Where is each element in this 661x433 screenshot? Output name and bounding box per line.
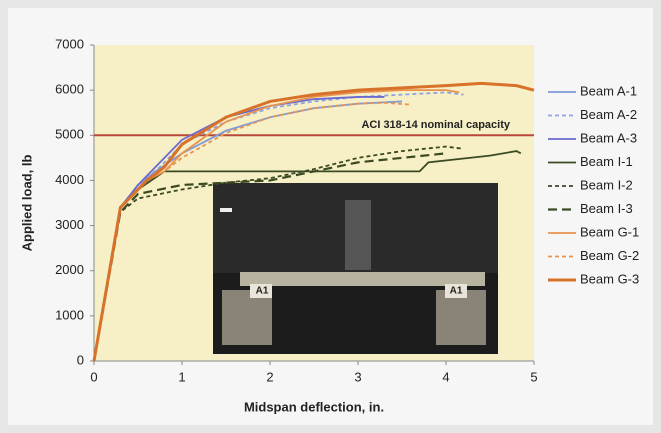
x-axis-label: Midspan deflection, in.	[244, 399, 384, 414]
y-axis-label: Applied load, lb	[19, 155, 34, 252]
photo-label: A1	[450, 286, 463, 297]
y-tick-label: 1000	[55, 307, 84, 322]
inset-photo	[213, 183, 498, 354]
legend-label: Beam A-3	[580, 130, 637, 145]
y-tick-label: 7000	[55, 36, 84, 51]
chart: Midspan deflection, in. Applied load, lb…	[0, 0, 661, 433]
x-tick-label: 1	[178, 369, 185, 384]
legend-label: Beam G-2	[580, 248, 639, 263]
x-tick-label: 0	[90, 369, 97, 384]
photo-label: A1	[256, 286, 269, 297]
y-tick-label: 0	[77, 352, 84, 367]
y-tick-label: 2000	[55, 262, 84, 277]
legend-label: Beam G-1	[580, 224, 639, 239]
x-tick-label: 3	[354, 369, 361, 384]
x-tick-label: 5	[530, 369, 537, 384]
legend-label: Beam I-1	[580, 154, 633, 169]
legend-label: Beam I-2	[580, 177, 633, 192]
legend-label: Beam G-3	[580, 271, 639, 286]
legend-label: Beam A-2	[580, 107, 637, 122]
legend-label: Beam I-3	[580, 201, 633, 216]
y-tick-label: 5000	[55, 127, 84, 142]
x-tick-label: 2	[266, 369, 273, 384]
y-tick-label: 4000	[55, 172, 84, 187]
legend-label: Beam A-1	[580, 83, 637, 98]
y-tick-label: 6000	[55, 82, 84, 97]
y-tick-label: 3000	[55, 217, 84, 232]
x-tick-label: 4	[442, 369, 449, 384]
reference-label: ACI 318-14 nominal capacity	[361, 119, 510, 131]
